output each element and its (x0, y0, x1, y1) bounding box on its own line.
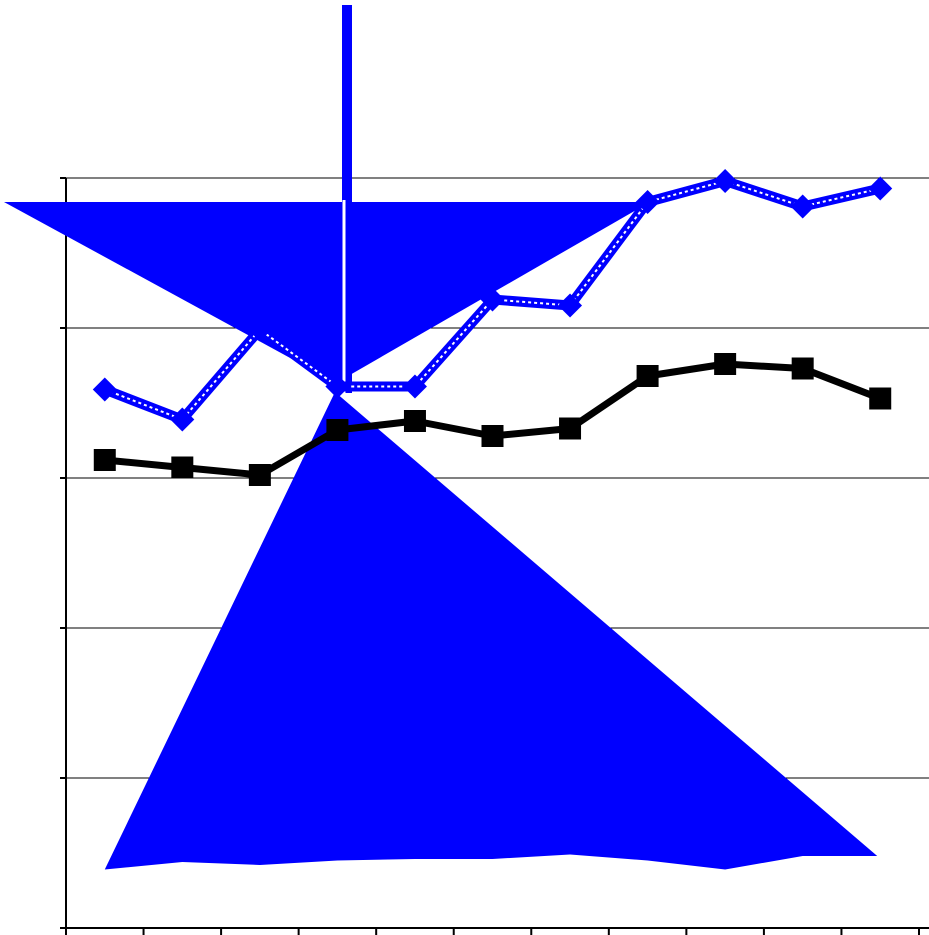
series-lines (92, 169, 893, 486)
series-b-point-10 (791, 357, 814, 380)
area-series (104, 392, 881, 870)
series-b-point-7 (559, 417, 582, 440)
series-b-point-4 (326, 419, 349, 441)
series-b-point-2 (171, 456, 194, 479)
series-b-point-9 (714, 353, 737, 375)
series-a-point-7 (558, 293, 583, 318)
series-b-point-8 (636, 365, 659, 387)
series-b-point-6 (481, 425, 504, 447)
series-a-point-8 (635, 190, 660, 214)
series-a-point-4 (325, 374, 350, 399)
area-series-shape (104, 392, 881, 870)
series-b-point-3 (248, 464, 271, 486)
series-a-point-10 (790, 194, 815, 219)
series-b-point-5 (403, 410, 426, 432)
overlay-shapes (4, 5, 650, 393)
vertical-bar-shape (342, 5, 352, 393)
series-a-point-1 (92, 377, 117, 402)
axes (60, 177, 929, 935)
series-a-point-3 (247, 317, 272, 342)
series-b-point-11 (869, 387, 892, 410)
funnel-top-shape (4, 202, 650, 383)
series-a-point-6 (480, 287, 505, 312)
series-a-point-5 (402, 374, 427, 399)
series-a-point-11 (868, 176, 893, 201)
series-b-point-1 (93, 449, 116, 471)
series-a-point-2 (170, 407, 195, 432)
series-a-point-9 (713, 169, 738, 193)
